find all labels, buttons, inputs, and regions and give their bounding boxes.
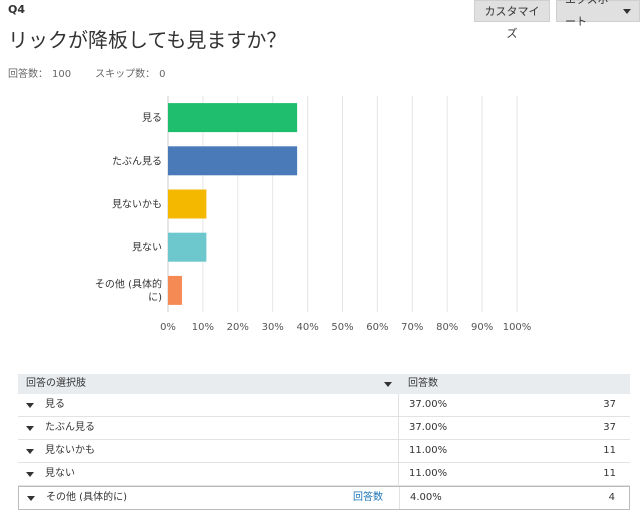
bar [168,103,298,133]
choice-column-label: 回答の選択肢 [26,378,86,389]
question-number: Q4 [8,3,26,16]
chevron-down-icon [623,8,631,14]
bar-chart: 0% 10% 20% 30% 40% 50% 60% 70% 80% 90% 100% 見るたぶん見る… [95,96,532,333]
sort-chevron-icon [384,382,392,387]
count-cell: 37 [603,399,616,410]
category-label-line: たぶん見る [112,155,162,167]
toolbar: カスタマイズ エクスポート [474,0,640,40]
responses-label: 回答数： [8,69,48,80]
responses-value: 100 [52,69,72,80]
bar [168,146,298,176]
choice-label: 見ないかも [45,445,95,456]
category-label-line: に) [148,291,162,303]
x-tick-label: 50% [331,322,353,333]
responses-column-header: 回答数 [408,378,438,389]
table-row-highlighted[interactable]: その他 (具体的に) 回答数 4.00% 4 [18,486,630,510]
responses-link[interactable]: 回答数 [353,492,383,503]
x-tick-label: 0% [160,322,176,333]
skipped-label: スキップ数： [95,69,156,80]
percent-cell: 4.00% [399,487,575,509]
category-label-line: 見る [142,112,162,124]
expand-chevron-icon[interactable] [27,495,35,501]
bar [168,189,207,219]
count-cell: 11 [603,445,616,456]
choice-label: 見る [45,399,65,410]
category-label: 見る [142,112,162,124]
table-row[interactable]: 見ない 11.00% 11 [18,463,630,486]
count-cell: 4 [608,492,615,503]
expand-chevron-icon[interactable] [26,425,34,431]
table-row[interactable]: 見ないかも 11.00% 11 [18,440,630,463]
x-tick-label: 90% [471,322,493,333]
x-tick-label: 100% [503,322,532,333]
question-title: リックが降板しても見ますか？ [8,28,287,52]
customize-button[interactable]: カスタマイズ [474,0,550,40]
choice-cell: 見る [18,394,398,416]
choice-cell: その他 (具体的に) 回答数 [19,487,399,509]
response-table: 回答の選択肢 回答数 見る 37.00% 37 たぶん見る 37.00% 37 … [18,374,630,510]
skipped-value: 0 [159,69,166,80]
x-tick-label: 40% [296,322,318,333]
category-label-line: 見ないかも [112,199,162,211]
table-row[interactable]: 見る 37.00% 37 [18,394,630,417]
category-label: 見ない [132,242,162,254]
choice-column-header[interactable]: 回答の選択肢 [18,374,398,394]
choice-cell: 見ないかも [18,440,398,462]
category-label-line: 見ない [132,242,162,254]
percent-cell: 11.00% [398,440,576,462]
percent-cell: 37.00% [398,394,576,416]
bar [168,232,207,262]
x-tick-label: 70% [401,322,423,333]
x-tick-label: 30% [262,322,284,333]
table-header: 回答の選択肢 回答数 [18,374,630,394]
expand-chevron-icon[interactable] [26,448,34,454]
category-label-line: その他 (具体的 [95,277,162,290]
category-label: その他 (具体的に) [95,277,162,303]
count-cell: 11 [603,468,616,479]
choice-label: その他 (具体的に) [46,492,127,503]
export-button[interactable]: エクスポート [556,0,640,28]
expand-chevron-icon[interactable] [26,402,34,408]
percent-cell: 37.00% [398,417,576,439]
category-label: たぶん見る [112,155,162,167]
choice-cell: 見ない [18,463,398,485]
bar [168,275,182,305]
x-tick-label: 60% [366,322,388,333]
x-tick-label: 80% [436,322,458,333]
category-label: 見ないかも [112,199,162,211]
percent-cell: 11.00% [398,463,576,485]
x-tick-label: 20% [227,322,249,333]
choice-label: たぶん見る [45,422,95,433]
export-button-label: エクスポート [565,0,609,28]
response-stats: 回答数： 100 スキップ数： 0 [8,65,169,80]
x-tick-label: 10% [192,322,214,333]
choice-cell: たぶん見る [18,417,398,439]
table-row[interactable]: たぶん見る 37.00% 37 [18,417,630,440]
expand-chevron-icon[interactable] [26,471,34,477]
choice-label: 見ない [45,468,75,479]
count-cell: 37 [603,422,616,433]
